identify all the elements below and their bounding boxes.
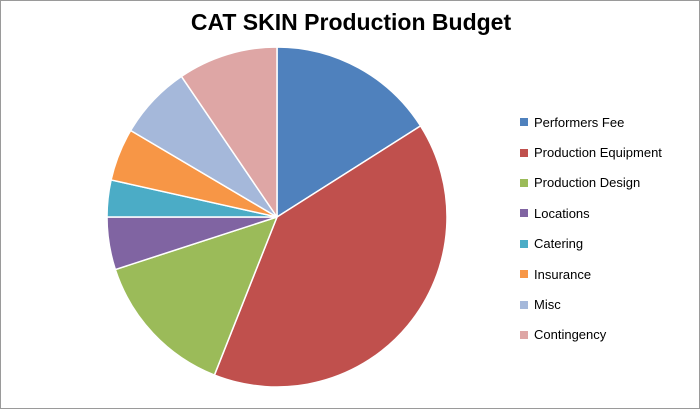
legend-swatch	[520, 209, 528, 218]
legend-item: Production Equipment	[520, 137, 662, 167]
legend-item: Locations	[520, 198, 662, 228]
legend-label: Contingency	[534, 327, 607, 343]
legend-label: Production Design	[534, 175, 641, 191]
legend-swatch	[520, 330, 528, 339]
chart-title: CAT SKIN Production Budget	[190, 9, 512, 35]
legend-swatch	[520, 178, 528, 187]
pie-slice-production-equipment	[213, 125, 448, 388]
legend-label: Insurance	[534, 266, 592, 282]
legend-label: Locations	[534, 205, 590, 221]
legend-item: Contingency	[520, 320, 662, 350]
legend-item: Catering	[520, 229, 662, 259]
legend-item: Performers Fee	[520, 107, 662, 137]
chart-legend: Performers Fee Production Equipment Produc…	[520, 107, 662, 350]
legend-label: Misc	[534, 297, 561, 313]
legend-swatch	[520, 300, 528, 309]
legend-swatch	[520, 239, 528, 248]
legend-item: Insurance	[520, 259, 662, 289]
legend-swatch	[520, 148, 528, 157]
pie-slice-contingency	[180, 46, 278, 218]
legend-swatch	[520, 118, 528, 127]
legend-item: Production Design	[520, 168, 662, 198]
legend-label: Catering	[534, 236, 584, 252]
pie-slice-performers-fee	[276, 46, 422, 218]
legend-item: Misc	[520, 289, 662, 319]
legend-label: Production Equipment	[534, 145, 662, 161]
legend-swatch	[520, 270, 528, 279]
legend-label: Performers Fee	[534, 114, 625, 130]
